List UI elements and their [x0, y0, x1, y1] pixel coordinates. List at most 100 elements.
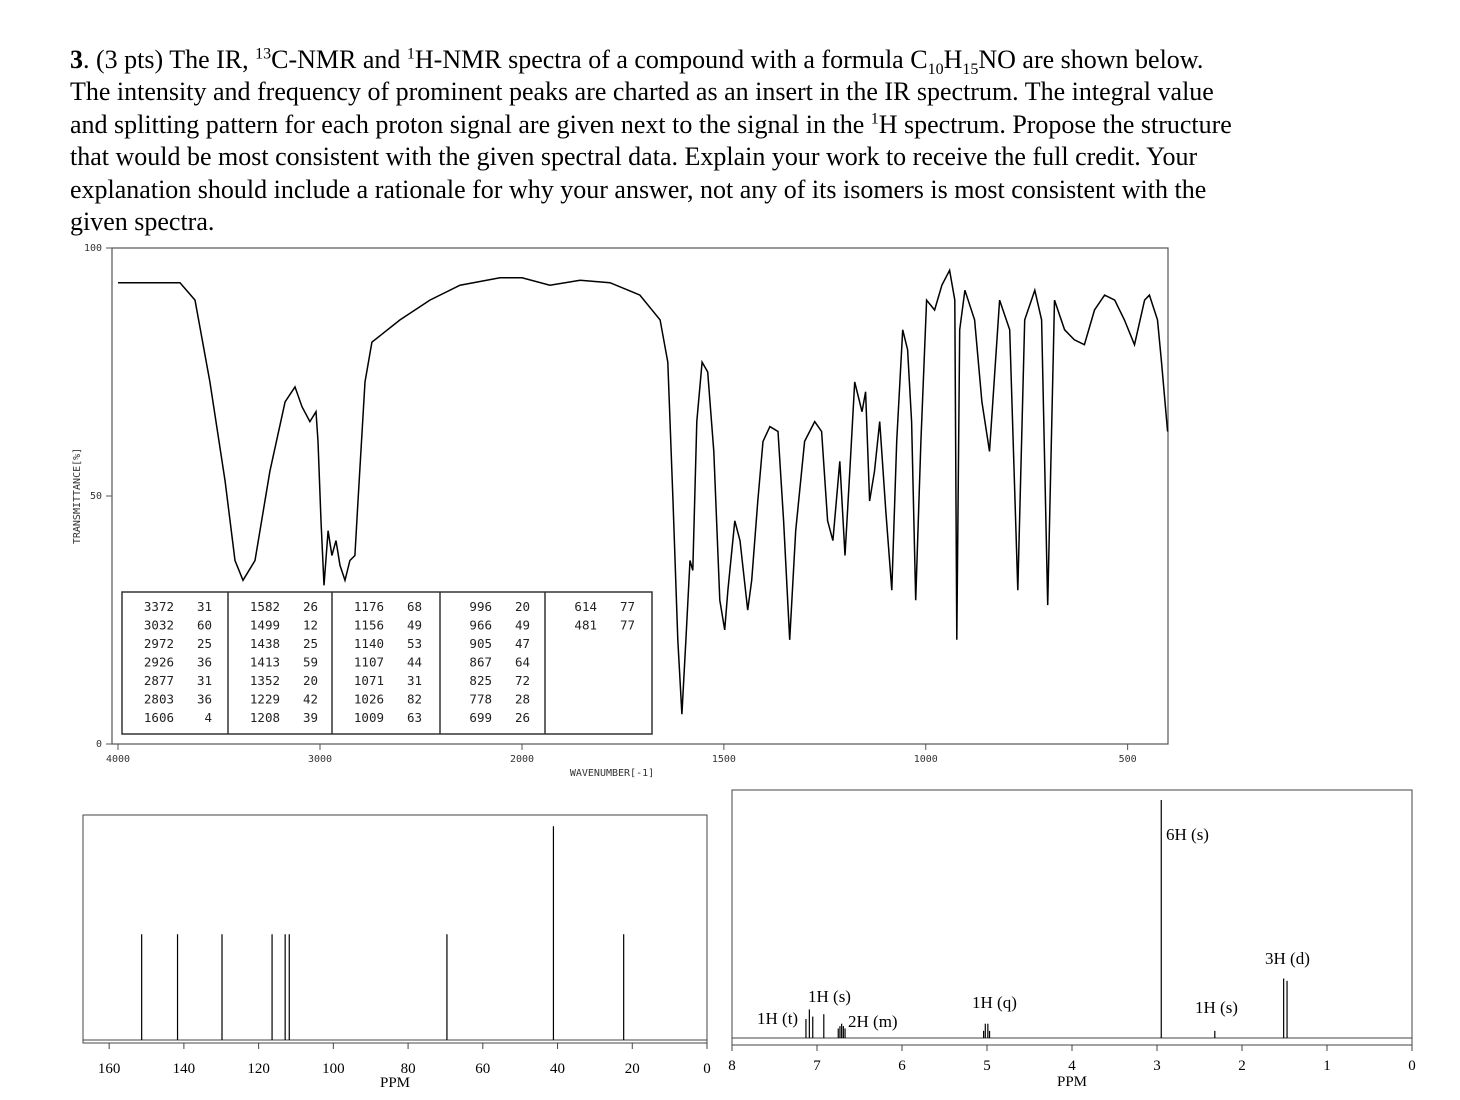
question-line: that would be most consistent with the g… — [70, 141, 1232, 173]
peak-intensity: 12 — [303, 618, 318, 633]
peak-wavenumber: 1176 — [354, 599, 384, 614]
peak-wavenumber: 1071 — [354, 673, 384, 688]
peak-wavenumber: 825 — [469, 673, 492, 688]
peak-intensity: 31 — [407, 673, 422, 688]
text: NO are shown below. — [978, 45, 1204, 74]
peak-wavenumber: 1352 — [250, 673, 280, 688]
peak-annotation: 2H (m) — [848, 1012, 898, 1031]
peak-annotation: 6H (s) — [1166, 825, 1209, 844]
x-axis-label: WAVENUMBER[-1] — [570, 768, 654, 779]
peak-wavenumber: 481 — [574, 618, 597, 633]
x-tick-label: 0 — [703, 1061, 711, 1077]
x-tick-label: 0 — [1408, 1058, 1416, 1074]
y-tick-label: 100 — [84, 243, 102, 254]
text: and splitting pattern for each proton si… — [70, 109, 871, 139]
peak-annotation: 3H (d) — [1265, 949, 1310, 968]
peak-wavenumber: 1026 — [354, 692, 384, 707]
x-tick-label: 5 — [983, 1058, 991, 1074]
peak-intensity: 60 — [197, 618, 212, 633]
x-tick-label: 140 — [173, 1061, 196, 1077]
peak-intensity: 36 — [197, 655, 212, 670]
x-tick-label: 160 — [98, 1061, 121, 1077]
x-tick-label: 7 — [813, 1058, 821, 1074]
peak-intensity: 26 — [515, 710, 530, 725]
x-tick-label: 1 — [1323, 1058, 1331, 1074]
peak-wavenumber: 1413 — [250, 655, 280, 670]
peak-wavenumber: 996 — [469, 599, 492, 614]
x-tick-label: 8 — [728, 1058, 736, 1074]
peak-intensity: 82 — [407, 692, 422, 707]
y-axis-label: TRANSMITTANCE[%] — [72, 448, 83, 544]
text: H spectrum. Propose the structure — [878, 109, 1232, 139]
y-tick-label: 0 — [96, 739, 102, 750]
peak-intensity: 44 — [407, 655, 422, 670]
text: The intensity and frequency of prominent… — [70, 77, 1214, 107]
peak-wavenumber: 1156 — [354, 618, 384, 633]
peak-intensity: 31 — [197, 673, 212, 688]
peak-intensity: 28 — [515, 692, 530, 707]
peak-intensity: 59 — [303, 655, 318, 670]
superscript: 1 — [870, 110, 879, 128]
peak-wavenumber: 614 — [574, 599, 597, 614]
peak-wavenumber: 1499 — [250, 618, 280, 633]
peak-wavenumber: 1140 — [354, 636, 384, 651]
text: H-NMR spectra of a compound with a formu… — [414, 45, 928, 74]
x-tick-label: 4 — [1068, 1058, 1076, 1074]
peak-intensity: 72 — [515, 673, 530, 688]
x-tick-label: 6 — [898, 1058, 906, 1074]
x-tick-label: 60 — [475, 1061, 490, 1077]
text: . (3 pts) The IR, — [83, 45, 256, 74]
spectrum-line — [118, 267, 1169, 715]
peak-intensity: 42 — [303, 692, 318, 707]
y-tick-label: 50 — [90, 491, 102, 502]
peak-wavenumber: 966 — [469, 618, 492, 633]
peak-intensity: 4 — [204, 710, 212, 725]
peak-wavenumber: 699 — [469, 710, 492, 725]
peak-wavenumber: 1582 — [250, 599, 280, 614]
peak-wavenumber: 905 — [469, 636, 492, 651]
peak-annotation: 1H (t) — [757, 1009, 798, 1028]
x-tick-label: 500 — [1119, 754, 1137, 765]
question-line: given spectra. — [70, 206, 1232, 238]
peak-table — [121, 591, 653, 735]
peak-intensity: 77 — [620, 599, 635, 614]
peak-intensity: 39 — [303, 710, 318, 725]
question: 3. (3 pts) The IR, 13C-NMR and 1H-NMR sp… — [70, 44, 1232, 238]
subscript: 15 — [962, 61, 979, 79]
x-tick-label: 100 — [322, 1061, 345, 1077]
x-tick-label: 40 — [550, 1061, 565, 1077]
peak-wavenumber: 2972 — [144, 636, 174, 651]
peak-wavenumber: 1208 — [250, 710, 280, 725]
x-tick-label: 120 — [247, 1061, 270, 1077]
peak-annotation: 1H (s) — [1195, 998, 1238, 1017]
peak-wavenumber: 1009 — [354, 710, 384, 725]
peak-wavenumber: 778 — [469, 692, 492, 707]
h1-frame — [731, 789, 1413, 1046]
peak-wavenumber: 867 — [469, 655, 492, 670]
peak-wavenumber: 1229 — [250, 692, 280, 707]
question-line: 3. (3 pts) The IR, 13C-NMR and 1H-NMR sp… — [70, 44, 1232, 79]
x-tick-label: 3000 — [308, 754, 332, 765]
x-tick-label: 4000 — [106, 754, 130, 765]
peak-wavenumber: 1438 — [250, 636, 280, 651]
peak-intensity: 63 — [407, 710, 422, 725]
x-tick-label: 1000 — [914, 754, 938, 765]
peak-intensity: 25 — [197, 636, 212, 651]
peak-intensity: 31 — [197, 599, 212, 614]
peak-intensity: 26 — [303, 599, 318, 614]
superscript: 1 — [406, 45, 415, 63]
x-axis-label: PPM — [1057, 1074, 1087, 1090]
peak-wavenumber: 1606 — [144, 710, 174, 725]
c13-frame — [82, 814, 708, 1044]
peak-intensity: 64 — [515, 655, 530, 670]
peak-wavenumber: 2803 — [144, 692, 174, 707]
peak-intensity: 20 — [515, 599, 530, 614]
peak-intensity: 49 — [515, 618, 530, 633]
peak-intensity: 68 — [407, 599, 422, 614]
peak-intensity: 53 — [407, 636, 422, 651]
text: H — [943, 45, 963, 74]
peak-wavenumber: 2926 — [144, 655, 174, 670]
x-tick-label: 20 — [625, 1061, 640, 1077]
peak-wavenumber: 1107 — [354, 655, 384, 670]
